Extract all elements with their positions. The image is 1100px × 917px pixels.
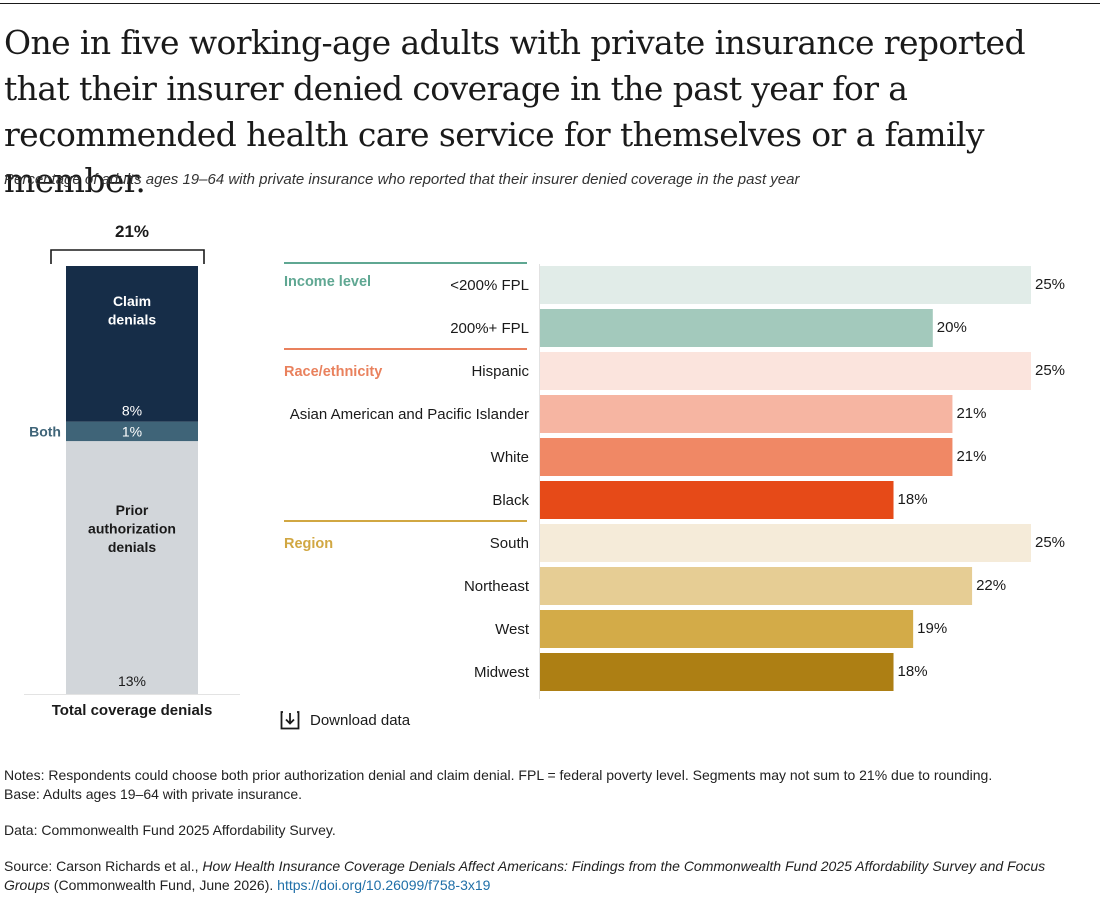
group-label: Race/ethnicity [284, 364, 382, 380]
stacked-bar-chart: 21% 13% Prior authorization denials 1% Both 8% C… [24, 222, 240, 719]
bar [540, 309, 933, 347]
bar [540, 524, 1031, 562]
stack-segment [66, 441, 198, 694]
data-source: Data: Commonwealth Fund 2025 Affordabili… [4, 822, 336, 838]
category-label: Asian American and Pacific Islander [290, 406, 529, 423]
bar [540, 653, 894, 691]
segment-value-label: 8% [122, 403, 142, 419]
bar-value-label: 18% [898, 663, 928, 680]
chart-title: One in five working-age adults with priv… [4, 23, 1026, 200]
stack-segment [66, 266, 198, 422]
bar [540, 352, 1031, 390]
category-label: 200%+ FPL [450, 320, 529, 337]
segment-name-label: Prior authorization denials [88, 502, 176, 555]
notes: Notes: Respondents could choose both pri… [4, 766, 1084, 895]
bar-value-label: 25% [1035, 534, 1065, 551]
bar-value-label: 19% [917, 620, 947, 637]
category-label: White [491, 449, 529, 466]
segment-value-label: 13% [118, 673, 146, 689]
stack-segment [66, 421, 198, 442]
category-label: <200% FPL [450, 277, 529, 294]
category-label: Northeast [464, 578, 530, 595]
source-suffix: (Commonwealth Fund, June 2026). [49, 877, 278, 893]
download-data-label: Download data [310, 711, 411, 729]
bar [540, 395, 953, 433]
source-title: How Health Insurance Coverage Denials Af… [4, 858, 1046, 893]
bar [540, 567, 973, 605]
bar-value-label: 21% [956, 448, 986, 465]
category-label: West [495, 621, 530, 638]
segment-value-label: 1% [122, 423, 142, 439]
total-bracket [50, 249, 205, 264]
top-rule [0, 3, 1100, 4]
chart: 21% 13% Prior authorization denials 1% Both 8% C… [24, 222, 1065, 719]
download-icon [280, 711, 300, 730]
source-citation: Source: Carson Richards et al., How Heal… [4, 857, 1084, 895]
segment-name-label: Claim denials [108, 293, 156, 328]
bar-value-label: 20% [937, 319, 967, 336]
category-label: Midwest [474, 664, 530, 681]
bar [540, 481, 894, 519]
bar-value-label: 25% [1035, 276, 1065, 293]
bar-value-label: 25% [1035, 362, 1065, 379]
group-label: Income level [284, 274, 371, 290]
base-line: Base: Adults ages 19–64 with private ins… [4, 786, 303, 802]
notes-line: Notes: Respondents could choose both pri… [4, 767, 993, 783]
horizontal-bar-chart: Income level <200% FPL 25% 200%+ FPL 20% Race… [284, 262, 1065, 699]
total-label: 21% [115, 222, 149, 241]
bar-value-label: 21% [956, 405, 986, 422]
category-label: Hispanic [471, 363, 529, 380]
bar [540, 438, 953, 476]
category-label: Black [492, 492, 529, 509]
source-link[interactable]: https://doi.org/10.26099/f758-3x19 [277, 877, 491, 893]
category-label: South [490, 535, 529, 552]
bar-value-label: 22% [976, 577, 1006, 594]
segment-name-label: Both [29, 423, 61, 439]
bar [540, 610, 914, 648]
download-data-button[interactable]: Download data [280, 710, 410, 730]
chart-subtitle: Percentage of adults ages 19–64 with pri… [4, 171, 800, 188]
bar-value-label: 18% [898, 491, 928, 508]
x-axis-label: Total coverage denials [52, 702, 213, 719]
group-label: Region [284, 536, 333, 552]
source-prefix: Source: Carson Richards et al., [4, 858, 203, 874]
bar [540, 266, 1031, 304]
